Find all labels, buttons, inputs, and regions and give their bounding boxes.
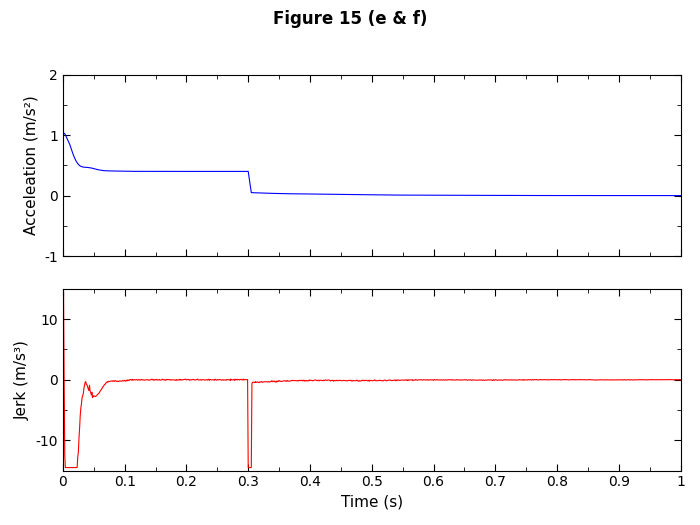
Text: Figure 15 (e & f): Figure 15 (e & f) [273, 10, 427, 28]
Y-axis label: Jerk (m/s³): Jerk (m/s³) [15, 340, 30, 419]
Y-axis label: Acceleation (m/s²): Acceleation (m/s²) [24, 96, 38, 235]
X-axis label: Time (s): Time (s) [341, 495, 402, 510]
